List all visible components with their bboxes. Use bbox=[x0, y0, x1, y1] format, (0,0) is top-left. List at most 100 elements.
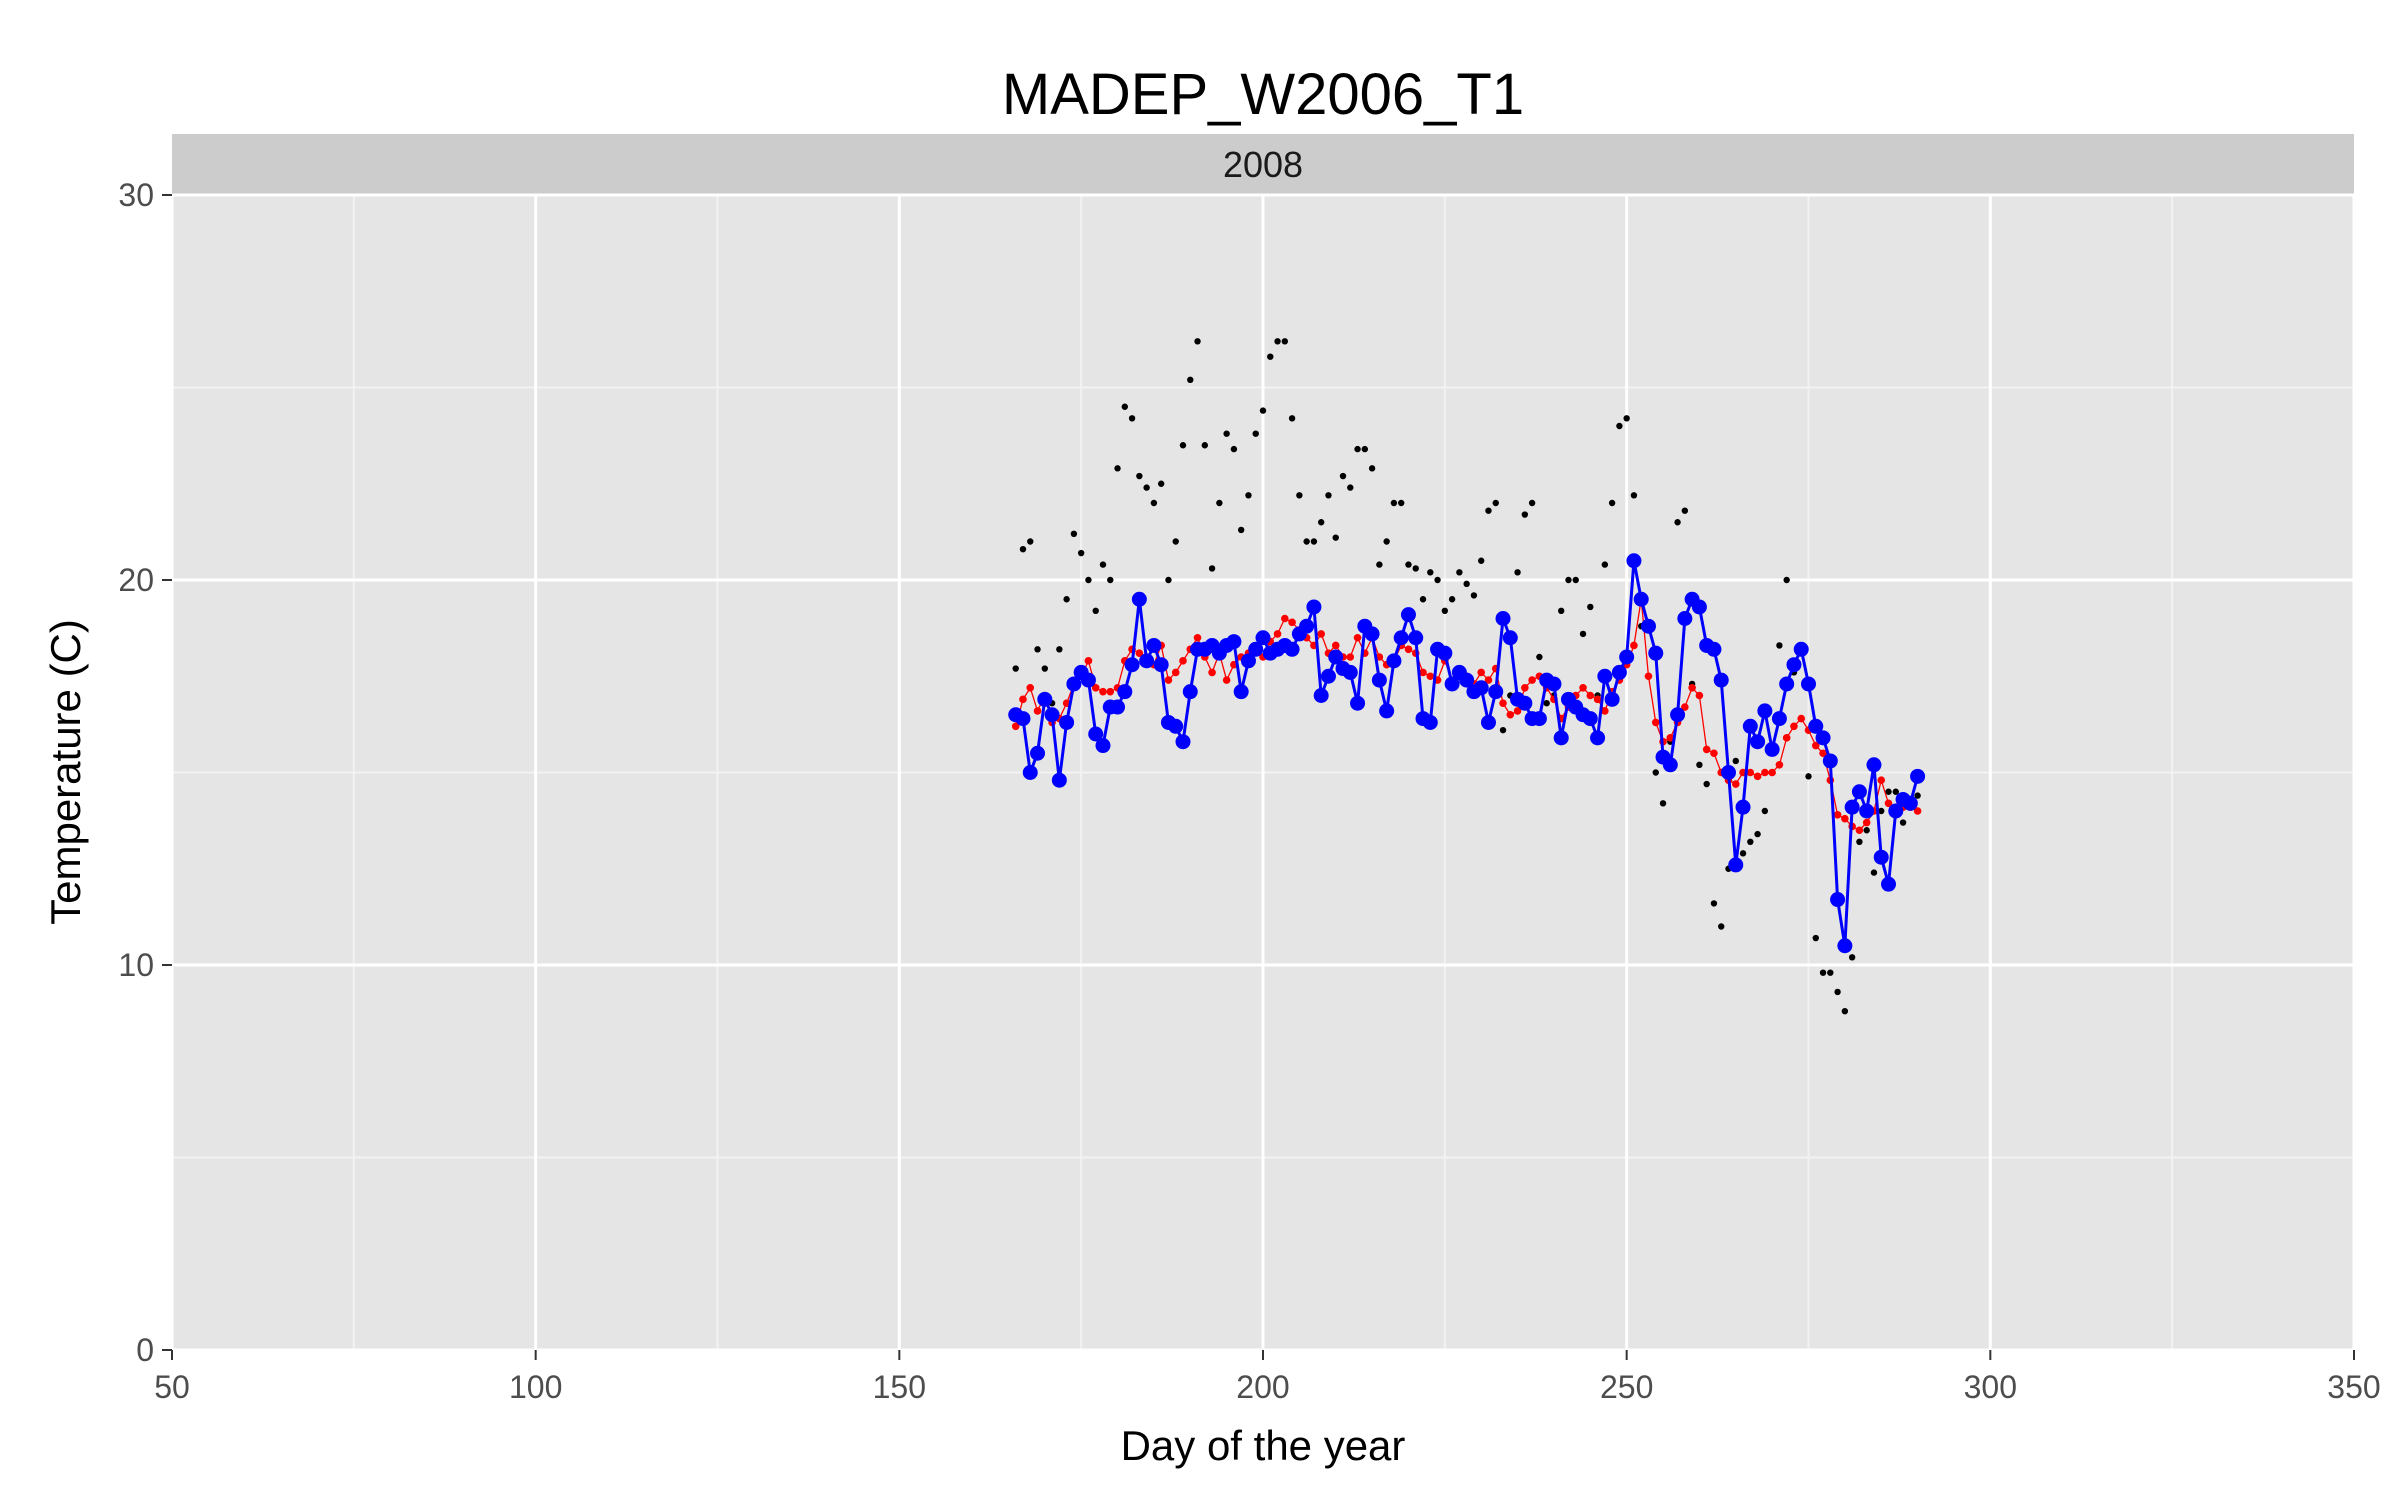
data-point bbox=[1056, 646, 1063, 653]
data-point bbox=[1848, 954, 1856, 961]
data-point bbox=[1347, 484, 1354, 491]
data-point bbox=[1681, 703, 1689, 711]
data-point bbox=[1273, 630, 1282, 638]
data-point bbox=[1666, 734, 1675, 742]
data-point bbox=[1768, 768, 1776, 777]
data-point bbox=[1619, 649, 1635, 665]
data-point bbox=[1237, 526, 1245, 534]
data-point bbox=[1135, 649, 1144, 657]
data-point bbox=[1397, 499, 1405, 507]
data-point bbox=[1579, 630, 1587, 638]
data-point bbox=[1353, 633, 1362, 642]
data-point bbox=[1681, 507, 1689, 514]
data-point bbox=[1091, 684, 1100, 692]
y-tick-label: 20 bbox=[118, 562, 154, 598]
data-point bbox=[1793, 641, 1809, 657]
data-point bbox=[1902, 795, 1918, 811]
data-point bbox=[1691, 599, 1707, 615]
data-point bbox=[1870, 869, 1878, 876]
facet-strip-label: 2008 bbox=[1223, 144, 1303, 185]
data-point bbox=[1317, 630, 1325, 638]
data-point bbox=[1223, 430, 1230, 437]
data-point bbox=[1059, 714, 1075, 730]
data-point bbox=[1208, 565, 1216, 572]
data-point bbox=[1248, 641, 1264, 657]
data-point bbox=[1771, 711, 1787, 727]
data-point bbox=[1245, 492, 1252, 499]
data-point bbox=[1066, 676, 1082, 692]
data-point bbox=[1179, 657, 1187, 665]
y-tick-label: 10 bbox=[118, 947, 154, 983]
data-point bbox=[1171, 668, 1180, 677]
data-point bbox=[1499, 726, 1507, 734]
x-axis-title: Day of the year bbox=[1121, 1422, 1406, 1469]
data-point bbox=[1444, 676, 1460, 692]
data-point bbox=[1383, 538, 1390, 545]
data-point bbox=[1313, 688, 1329, 703]
series-0 bbox=[1008, 553, 1926, 954]
data-point bbox=[1590, 730, 1606, 746]
data-point bbox=[1027, 538, 1034, 545]
x-tick-label: 150 bbox=[873, 1369, 926, 1405]
data-point bbox=[1179, 442, 1187, 449]
data-point bbox=[1320, 668, 1336, 684]
data-point bbox=[1165, 576, 1172, 584]
data-point bbox=[1136, 472, 1143, 480]
data-point bbox=[1822, 753, 1838, 769]
data-point bbox=[1695, 691, 1704, 700]
data-point bbox=[1281, 614, 1289, 623]
data-point bbox=[1419, 596, 1427, 603]
data-point bbox=[1131, 591, 1147, 607]
data-point bbox=[1408, 630, 1424, 646]
data-point bbox=[1306, 599, 1322, 615]
data-point bbox=[1608, 499, 1616, 507]
data-point bbox=[1427, 569, 1434, 576]
data-point bbox=[1492, 499, 1499, 507]
data-point bbox=[1670, 707, 1686, 723]
data-point bbox=[1827, 969, 1834, 976]
data-point bbox=[1172, 538, 1179, 545]
data-point bbox=[1267, 353, 1274, 360]
data-point bbox=[1506, 710, 1515, 719]
data-point bbox=[1400, 607, 1416, 623]
data-point bbox=[1499, 699, 1507, 707]
data-point bbox=[1677, 611, 1693, 626]
data-point bbox=[1521, 511, 1529, 518]
data-point bbox=[1463, 580, 1470, 588]
data-point bbox=[1623, 415, 1630, 422]
data-point bbox=[1648, 645, 1664, 661]
data-point bbox=[1153, 657, 1169, 673]
data-point bbox=[1480, 714, 1496, 730]
data-point bbox=[1339, 472, 1347, 480]
data-point bbox=[1434, 576, 1441, 584]
data-point bbox=[1222, 676, 1231, 684]
data-point bbox=[1473, 680, 1489, 696]
data-point bbox=[1873, 849, 1889, 865]
data-point bbox=[1502, 630, 1518, 646]
data-point bbox=[1371, 672, 1387, 688]
data-point bbox=[1252, 430, 1259, 437]
data-point bbox=[1051, 772, 1067, 788]
data-point bbox=[1226, 634, 1242, 650]
data-point bbox=[1834, 988, 1841, 996]
data-point bbox=[1833, 811, 1842, 819]
data-point bbox=[1611, 664, 1627, 680]
data-point bbox=[1841, 814, 1849, 823]
data-point bbox=[1750, 734, 1766, 750]
data-point bbox=[1808, 718, 1824, 734]
data-point bbox=[1201, 442, 1209, 449]
data-point bbox=[1782, 734, 1791, 742]
data-point bbox=[1390, 499, 1398, 507]
data-point bbox=[1011, 722, 1020, 731]
data-point bbox=[1528, 499, 1536, 507]
data-point bbox=[1404, 645, 1413, 654]
data-point bbox=[1121, 403, 1129, 410]
data-point bbox=[1713, 672, 1729, 688]
data-point bbox=[1284, 641, 1300, 657]
data-point bbox=[1565, 576, 1572, 584]
data-point bbox=[1528, 676, 1536, 684]
data-point bbox=[1910, 768, 1926, 784]
data-point bbox=[1651, 718, 1660, 727]
data-point bbox=[1405, 561, 1412, 568]
data-point bbox=[1786, 657, 1802, 673]
